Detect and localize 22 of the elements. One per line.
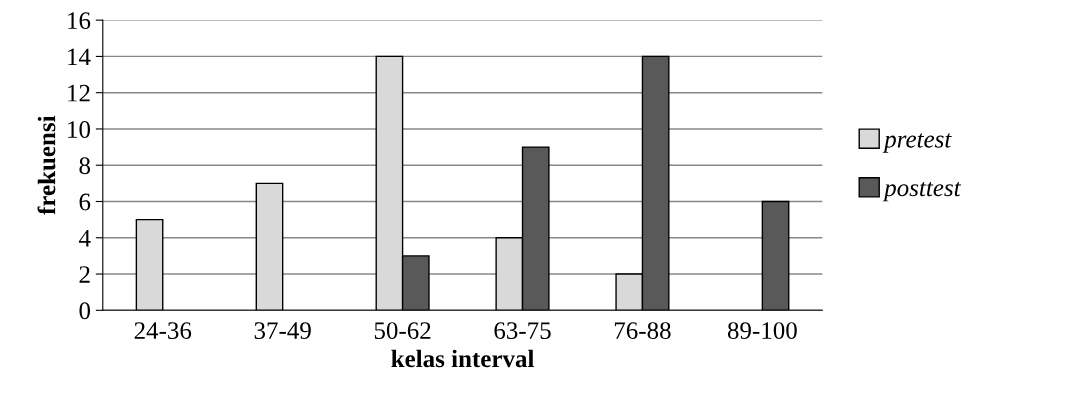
x-tick-label: 50-62 xyxy=(374,322,431,340)
y-tick-label: 8 xyxy=(79,157,91,175)
y-tick-label: 2 xyxy=(79,266,90,283)
y-axis-title: frekuensi xyxy=(37,115,56,215)
y-tick-label: 4 xyxy=(78,229,91,247)
y-tick-label: 0 xyxy=(79,302,91,320)
y-tick-label: 6 xyxy=(79,193,91,211)
y-tick-label: 16 xyxy=(68,12,91,30)
x-tick-label: 63-75 xyxy=(494,322,551,340)
x-tick-label: 24-36 xyxy=(134,322,192,340)
y-tick-label: 14 xyxy=(68,48,91,66)
y-tick-label: 10 xyxy=(68,121,91,138)
legend-label: pretest xyxy=(882,133,952,153)
bar xyxy=(255,182,284,311)
bar xyxy=(761,200,790,311)
x-axis-title: kelas interval xyxy=(391,349,534,368)
y-tick-label: 12 xyxy=(68,84,90,102)
x-tick-label: 76-88 xyxy=(614,322,671,340)
x-tick-label: 37-49 xyxy=(254,322,311,340)
x-tick-label: 89-100 xyxy=(727,322,797,340)
legend-label: posttest xyxy=(882,181,962,202)
bar xyxy=(135,218,164,311)
